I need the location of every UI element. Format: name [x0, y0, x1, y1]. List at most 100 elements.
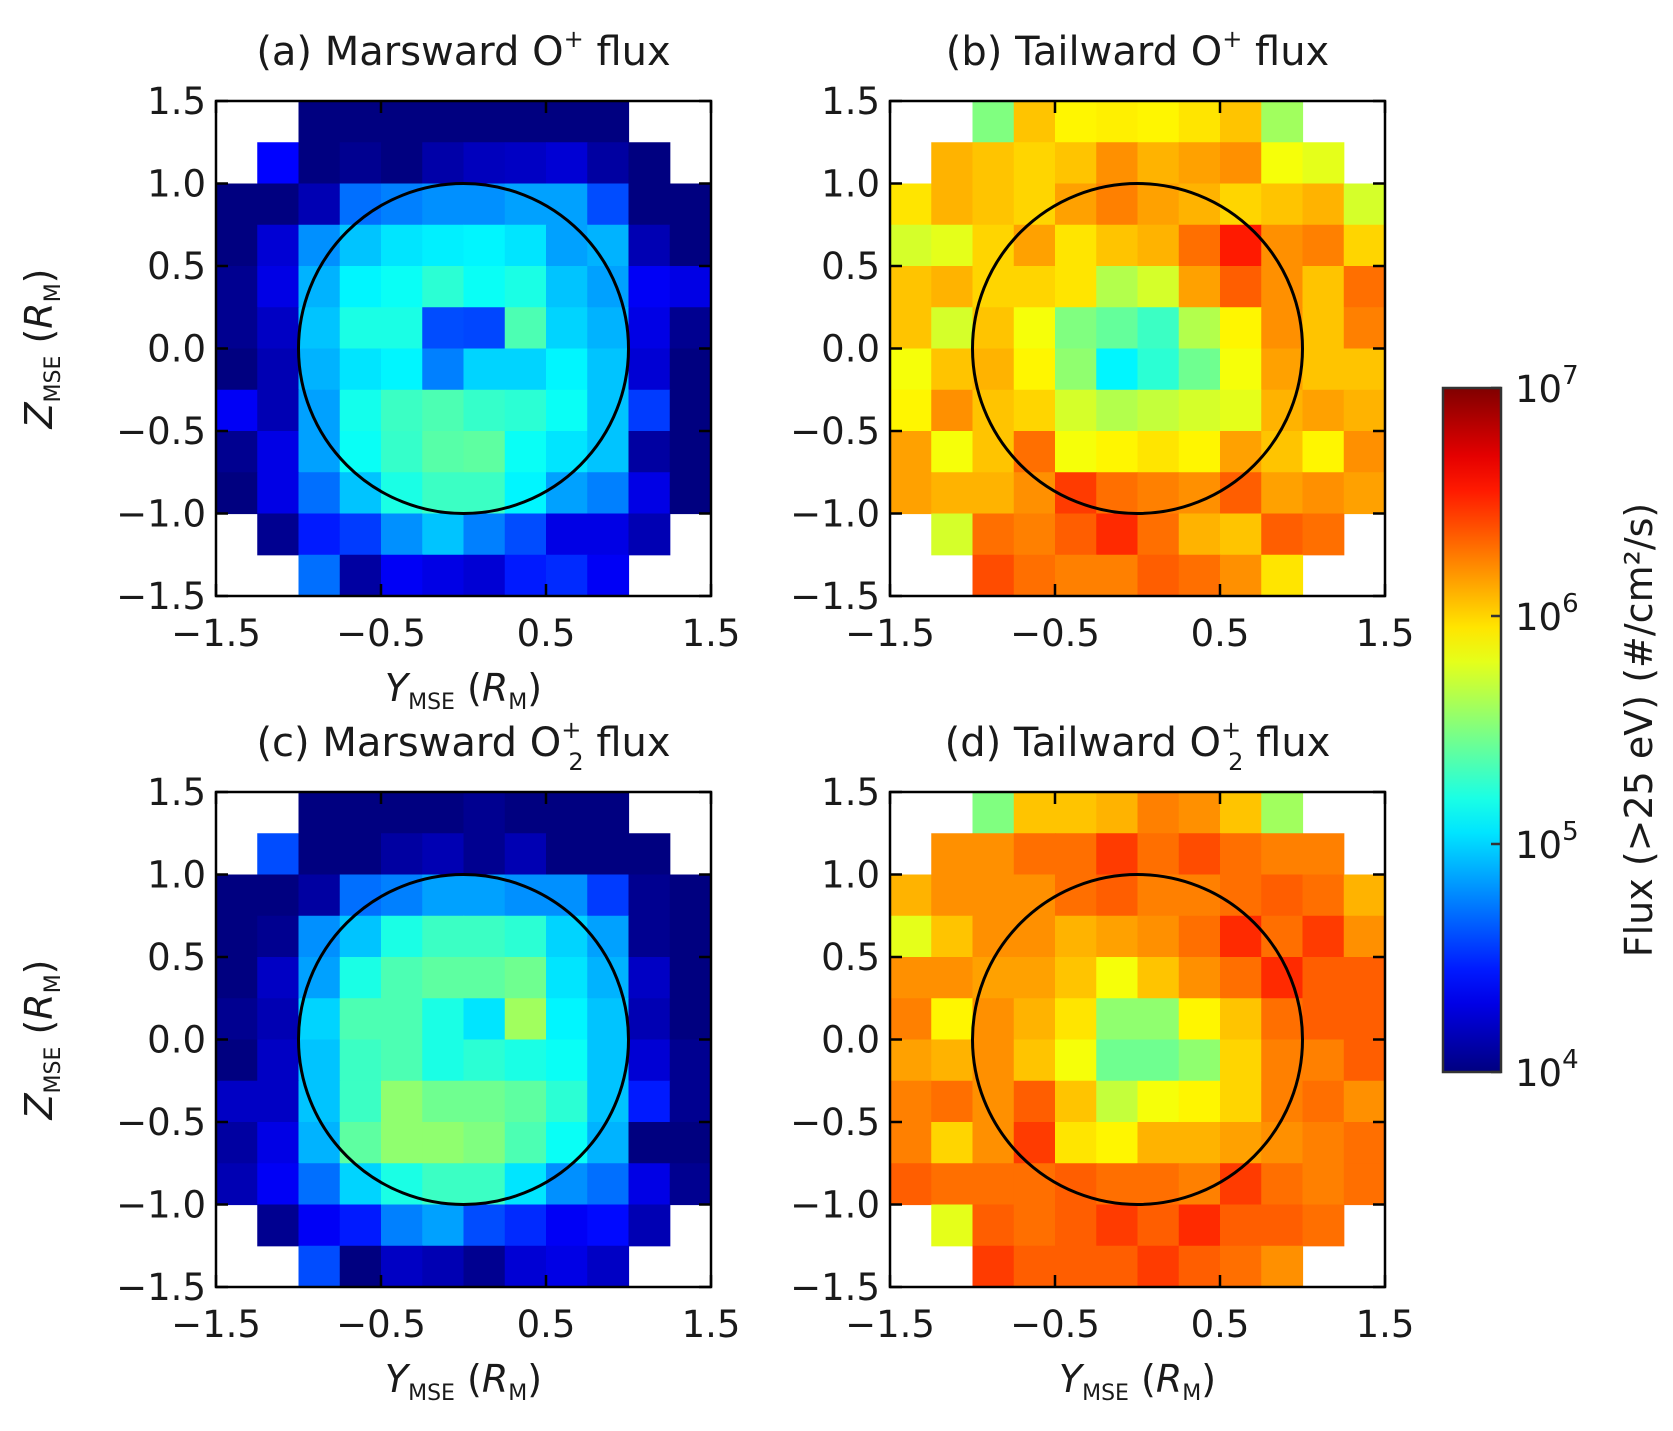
heatmap-cell [1055, 1204, 1097, 1247]
heatmap-cell [890, 1163, 932, 1206]
y-tick-label: 1.5 [821, 80, 880, 123]
heatmap-cell [257, 833, 300, 876]
heatmap-cell [1343, 1122, 1386, 1164]
heatmap-cell [890, 348, 932, 391]
heatmap-cell [546, 833, 588, 876]
heatmap-cell [1343, 915, 1386, 958]
heatmap-cell [1137, 1080, 1180, 1123]
heatmap-cell [257, 513, 300, 556]
heatmap-cell [546, 431, 588, 473]
heatmap-cell [298, 998, 341, 1041]
heatmap-cell [1178, 266, 1221, 308]
panel-title: (a) Marsward O+ flux [256, 25, 670, 75]
heatmap-cell [1137, 513, 1180, 556]
heatmap-cell [1013, 389, 1056, 432]
heatmap-cell [1096, 1163, 1139, 1206]
heatmap-cell [1137, 915, 1180, 958]
heatmap-cell [1220, 1122, 1262, 1164]
heatmap-cell [1096, 431, 1139, 473]
heatmap-cell [587, 998, 630, 1041]
heatmap-cell [1178, 1204, 1221, 1247]
heatmap-cell [216, 1080, 258, 1123]
heatmap-cell [890, 1039, 932, 1082]
heatmap-cell [1013, 266, 1056, 308]
heatmap-cell [546, 307, 588, 350]
heatmap-cell [504, 431, 547, 473]
heatmap-cell [422, 998, 465, 1041]
heatmap-cell [931, 266, 974, 308]
y-axis-label: ZMSE (RM) [17, 268, 66, 429]
heatmap-cell [339, 554, 382, 597]
heatmap-cell [669, 307, 712, 350]
heatmap-cell [1055, 431, 1097, 473]
heatmap-cell [1013, 431, 1056, 473]
x-tick-label: −0.5 [336, 612, 426, 655]
heatmap-cell [504, 1039, 547, 1082]
heatmap-cell [1013, 1245, 1056, 1288]
panel-a: −1.5 −0.5 0.5 1.5 1.5 1.0 0.5 0.0 −0.5 −1.0 −1.5 (a… [17, 25, 740, 715]
heatmap-cell [298, 874, 341, 917]
heatmap-cell [1055, 957, 1097, 999]
panel-d: −1.5 −0.5 0.5 1.5 1.5 1.0 0.5 0.0 −0.5 −1.0 −1.5 (d… [790, 716, 1414, 1406]
colorbar-tick-label: 107 [1515, 361, 1579, 411]
heatmap-cell [546, 513, 588, 556]
heatmap-cell [972, 307, 1015, 350]
heatmap-cell [1096, 1204, 1139, 1247]
heatmap-cell [1137, 348, 1180, 391]
heatmap-cell [504, 513, 547, 556]
x-tick-label: −0.5 [1010, 612, 1100, 655]
heatmap-cell [972, 183, 1015, 226]
y-tick-label: 0.0 [821, 1019, 880, 1062]
heatmap-cell [504, 1204, 547, 1247]
heatmap-cell [1261, 998, 1304, 1041]
x-tick-label: 1.5 [1356, 612, 1415, 655]
heatmap-cell [972, 874, 1015, 917]
heatmap-cell [504, 554, 547, 597]
heatmap-cell [463, 1122, 506, 1164]
heatmap-cell [1137, 874, 1180, 917]
heatmap-cell [257, 874, 300, 917]
heatmap-cell [463, 998, 506, 1041]
heatmap-cell [257, 915, 300, 958]
heatmap-cell [587, 874, 630, 917]
heatmap-cell [1343, 266, 1386, 308]
heatmap-cell [422, 266, 465, 308]
heatmap-cell [422, 224, 465, 267]
heatmap-cell [504, 792, 547, 834]
heatmap-cell [587, 1163, 630, 1206]
heatmap-cell [339, 1204, 382, 1247]
heatmap-cell [298, 1039, 341, 1082]
heatmap-cell [1261, 348, 1304, 391]
heatmap-cell [587, 554, 630, 597]
heatmap-cell [1137, 472, 1180, 515]
heatmap-cell [1137, 998, 1180, 1041]
x-tick-label: 0.5 [517, 1303, 576, 1346]
heatmap-cell [381, 915, 423, 958]
heatmap-cell [381, 1080, 423, 1123]
heatmap-cell [628, 348, 671, 391]
y-tick-label: −1.5 [116, 575, 206, 618]
heatmap-cell [669, 224, 712, 267]
heatmap-cell [381, 957, 423, 999]
heatmap-cell [216, 1163, 258, 1206]
y-tick-label: 1.0 [821, 163, 880, 206]
heatmap-cell [422, 1245, 465, 1288]
heatmap-cell [972, 1245, 1015, 1288]
heatmap-cell [669, 1163, 712, 1206]
heatmap-cell [1137, 554, 1180, 597]
heatmap-cell [257, 348, 300, 391]
heatmap-cell [1013, 348, 1056, 391]
heatmap-cell [1013, 1039, 1056, 1082]
heatmap-cell [628, 472, 671, 515]
heatmap-cell [972, 472, 1015, 515]
heatmap-cell [257, 1080, 300, 1123]
heatmap-cell [546, 389, 588, 432]
heatmap-cell [1055, 1080, 1097, 1123]
heatmap-cell [972, 554, 1015, 597]
x-tick-label: 0.5 [1191, 612, 1250, 655]
heatmap-cell [628, 142, 671, 185]
y-tick-label: −0.5 [790, 1101, 880, 1144]
heatmap-cell [257, 472, 300, 515]
heatmap-cell [216, 183, 258, 226]
heatmap-cell [422, 915, 465, 958]
